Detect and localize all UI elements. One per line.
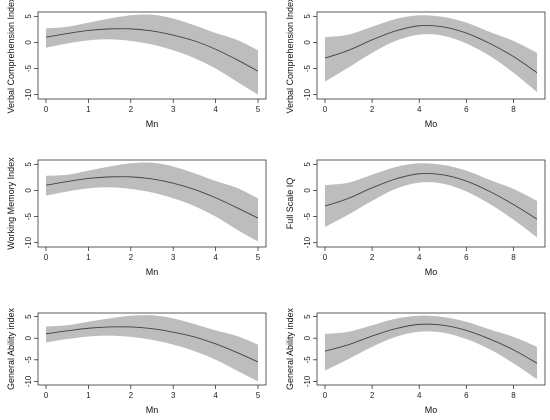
x-tick-label: 4: [417, 391, 422, 400]
y-tick-label: 5: [303, 162, 312, 167]
plot-frame: [37, 11, 267, 100]
y-tick-label: 5: [24, 162, 33, 167]
chart-panel-4: 0 2 4 6 8 -10 -5 0 5 Mo Full Scale IQ: [285, 159, 546, 277]
y-tick-label: 5: [24, 314, 33, 319]
x-tick-label: 3: [171, 105, 176, 114]
x-axis-label: Mn: [146, 405, 159, 415]
y-tick-label: -10: [24, 88, 33, 100]
fitted-line: [45, 326, 259, 363]
y-tick-label: 0: [24, 188, 33, 193]
x-tick-label: 6: [464, 105, 469, 114]
confidence-band: [45, 14, 259, 95]
x-tick-label: 2: [370, 391, 375, 400]
x-tick-label: 4: [417, 253, 422, 262]
chart-panel-1: 0 1 2 3 4 5 -10 -5 0 5 Mn Verbal Comprehension Inde…: [6, 0, 267, 129]
x-tick-label: 4: [213, 391, 218, 400]
plot-frame: [316, 312, 546, 386]
x-tick-label: 1: [86, 391, 91, 400]
plot-frame: [316, 11, 546, 100]
fitted-line: [324, 24, 538, 74]
x-tick-label: 5: [256, 391, 261, 400]
fitted-line: [45, 176, 259, 219]
x-tick-label: 8: [511, 391, 516, 400]
x-tick-label: 0: [323, 105, 328, 114]
y-tick-label: -10: [24, 375, 33, 387]
chart-panel-2: 0 2 4 6 8 -10 -5 0 5 Mo Verbal Comprehension Index: [285, 0, 546, 129]
x-tick-label: 2: [129, 253, 134, 262]
x-tick-label: 6: [464, 391, 469, 400]
plot-frame: [316, 159, 546, 248]
y-tick-label: -10: [303, 236, 312, 248]
x-axis-label: Mn: [146, 267, 159, 277]
x-tick-label: 4: [213, 105, 218, 114]
confidence-band: [324, 315, 538, 380]
x-tick-label: 2: [129, 391, 134, 400]
confidence-band: [324, 15, 538, 93]
y-tick-label: 0: [303, 188, 312, 193]
confidence-band: [324, 163, 538, 238]
x-tick-label: 8: [511, 105, 516, 114]
y-axis-label: Verbal Comprehension Index: [285, 0, 295, 114]
fitted-line: [45, 28, 259, 72]
x-tick-label: 0: [44, 253, 49, 262]
x-tick-label: 1: [86, 105, 91, 114]
x-tick-label: 4: [213, 253, 218, 262]
fitted-line: [324, 323, 538, 364]
x-tick-label: 1: [86, 253, 91, 262]
x-axis-label: Mo: [425, 119, 438, 129]
x-tick-label: 0: [323, 253, 328, 262]
x-tick-label: 5: [256, 105, 261, 114]
chart-panel-3: 0 1 2 3 4 5 -10 -5 0 5 Mn Working Memory Index: [6, 157, 267, 277]
y-tick-label: 0: [303, 40, 312, 45]
x-tick-label: 0: [44, 391, 49, 400]
y-tick-label: -10: [303, 88, 312, 100]
y-axis-label: Verbal Comprehension Index: [6, 0, 16, 114]
y-axis-label: General Ability index: [6, 307, 16, 390]
y-tick-label: -5: [24, 212, 33, 220]
x-axis-label: Mo: [425, 267, 438, 277]
confidence-band: [45, 315, 259, 382]
confidence-band: [45, 162, 259, 242]
y-tick-label: 0: [24, 40, 33, 45]
y-tick-label: -5: [303, 64, 312, 72]
y-axis-label: Working Memory Index: [6, 157, 16, 250]
x-tick-label: 0: [323, 391, 328, 400]
y-tick-label: -10: [303, 375, 312, 387]
plot-frame: [37, 312, 267, 386]
y-axis-label: Full Scale IQ: [285, 178, 295, 230]
y-tick-label: 5: [303, 14, 312, 19]
x-tick-label: 2: [370, 253, 375, 262]
x-tick-label: 0: [44, 105, 49, 114]
chart-panel-5: 0 1 2 3 4 5 -10 -5 0 5 Mn General Ability index: [6, 307, 267, 415]
chart-panel-6: 0 2 4 6 8 -10 -5 0 5 Mo General Ability index: [285, 307, 546, 415]
x-axis-label: Mo: [425, 405, 438, 415]
x-axis-label: Mn: [146, 119, 159, 129]
y-tick-label: -10: [24, 236, 33, 248]
x-tick-label: 6: [464, 253, 469, 262]
x-tick-label: 3: [171, 391, 176, 400]
x-tick-label: 8: [511, 253, 516, 262]
y-tick-label: 0: [303, 335, 312, 340]
y-tick-label: -5: [24, 64, 33, 72]
y-tick-label: -5: [303, 356, 312, 364]
x-tick-label: 3: [171, 253, 176, 262]
plot-frame: [37, 159, 267, 248]
fitted-line: [324, 172, 538, 220]
y-tick-label: 5: [303, 314, 312, 319]
x-tick-label: 2: [370, 105, 375, 114]
x-tick-label: 5: [256, 253, 261, 262]
y-tick-label: -5: [303, 212, 312, 220]
x-tick-label: 2: [129, 105, 134, 114]
y-tick-label: -5: [24, 356, 33, 364]
x-tick-label: 4: [417, 105, 422, 114]
y-tick-label: 0: [24, 335, 33, 340]
y-axis-label: General Ability index: [285, 307, 295, 390]
y-tick-label: 5: [24, 14, 33, 19]
